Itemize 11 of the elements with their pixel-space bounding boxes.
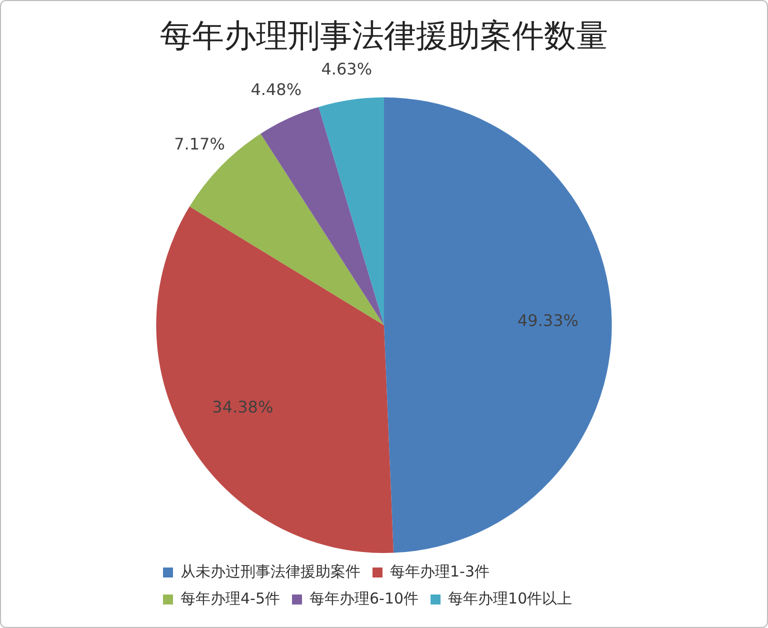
legend-label: 每年办理1-3件 bbox=[390, 562, 490, 580]
data-label: 34.38% bbox=[212, 398, 274, 417]
data-label: 7.17% bbox=[174, 134, 225, 154]
legend-label: 每年办理10件以上 bbox=[448, 589, 572, 608]
data-label: 4.63% bbox=[321, 59, 372, 78]
legend-label: 从未办过刑事法律援助案件 bbox=[180, 562, 360, 580]
chart-title: 每年办理刑事法律援助案件数量 bbox=[160, 16, 608, 55]
legend-label: 每年办理4-5件 bbox=[180, 589, 280, 608]
data-label: 4.48% bbox=[250, 80, 302, 100]
data-label: 49.33% bbox=[517, 310, 578, 330]
legend-label: 每年办理6-10件 bbox=[310, 589, 419, 608]
